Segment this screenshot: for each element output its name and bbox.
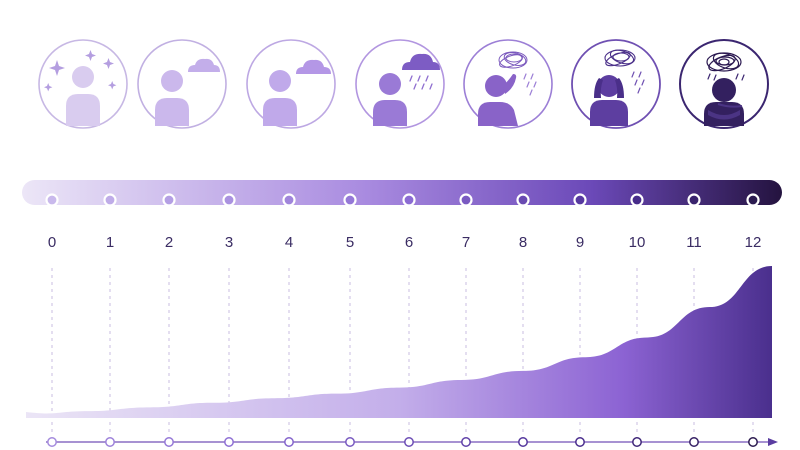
bar-marker: [573, 193, 587, 207]
bar-marker: [222, 193, 236, 207]
scale-number: 8: [519, 234, 527, 251]
bar-marker: [402, 193, 416, 207]
scale-number: 12: [745, 234, 762, 251]
axis-dot: [632, 437, 642, 447]
growth-area-shape: [26, 266, 772, 418]
person-scribble-cloud-rain-icon: [463, 39, 553, 129]
axis-dot: [47, 437, 57, 447]
axis-dot: [689, 437, 699, 447]
intensity-gradient-bar: [22, 180, 782, 205]
person-head-in-hands-storm-icon: [571, 39, 661, 129]
person-rain-cloud-icon: [355, 39, 445, 129]
bar-marker: [516, 193, 530, 207]
axis-dot: [461, 437, 471, 447]
mood-icon-row: [38, 39, 769, 129]
bar-marker: [687, 193, 701, 207]
scale-number: 10: [629, 234, 646, 251]
calm-person-sparkles-icon: [38, 39, 128, 129]
axis-dot: [224, 437, 234, 447]
scale-number: 1: [106, 234, 114, 251]
bar-marker: [459, 193, 473, 207]
scale-number: 7: [462, 234, 470, 251]
person-small-cloud-icon: [137, 39, 227, 129]
axis-dot: [284, 437, 294, 447]
axis-dot: [518, 437, 528, 447]
person-hugging-self-dark-storm-icon: [679, 39, 769, 129]
scale-number: 6: [405, 234, 413, 251]
scale-number-group: 0 1 2 3 4 5 6 7 8 9 10 11 12: [48, 234, 762, 251]
axis-dot-group: [47, 437, 758, 447]
scale-number: 9: [576, 234, 584, 251]
axis-arrow-icon: [768, 438, 778, 446]
bar-marker: [630, 193, 644, 207]
axis-dot: [164, 437, 174, 447]
scale-number: 4: [285, 234, 293, 251]
axis-dot: [345, 437, 355, 447]
bar-marker: [162, 193, 176, 207]
bar-marker: [343, 193, 357, 207]
bar-marker: [746, 193, 760, 207]
axis-dot: [105, 437, 115, 447]
bar-marker-group: [45, 193, 760, 207]
scale-number: 0: [48, 234, 56, 251]
axis-dot: [575, 437, 585, 447]
scale-number: 2: [165, 234, 173, 251]
axis-dot: [748, 437, 758, 447]
bar-marker: [282, 193, 296, 207]
bar-marker: [103, 193, 117, 207]
bar-marker: [45, 193, 59, 207]
person-cloud-icon: [246, 39, 336, 129]
scale-number: 5: [346, 234, 354, 251]
scale-number: 11: [686, 234, 702, 251]
scale-number: 3: [225, 234, 233, 251]
axis-dot: [404, 437, 414, 447]
